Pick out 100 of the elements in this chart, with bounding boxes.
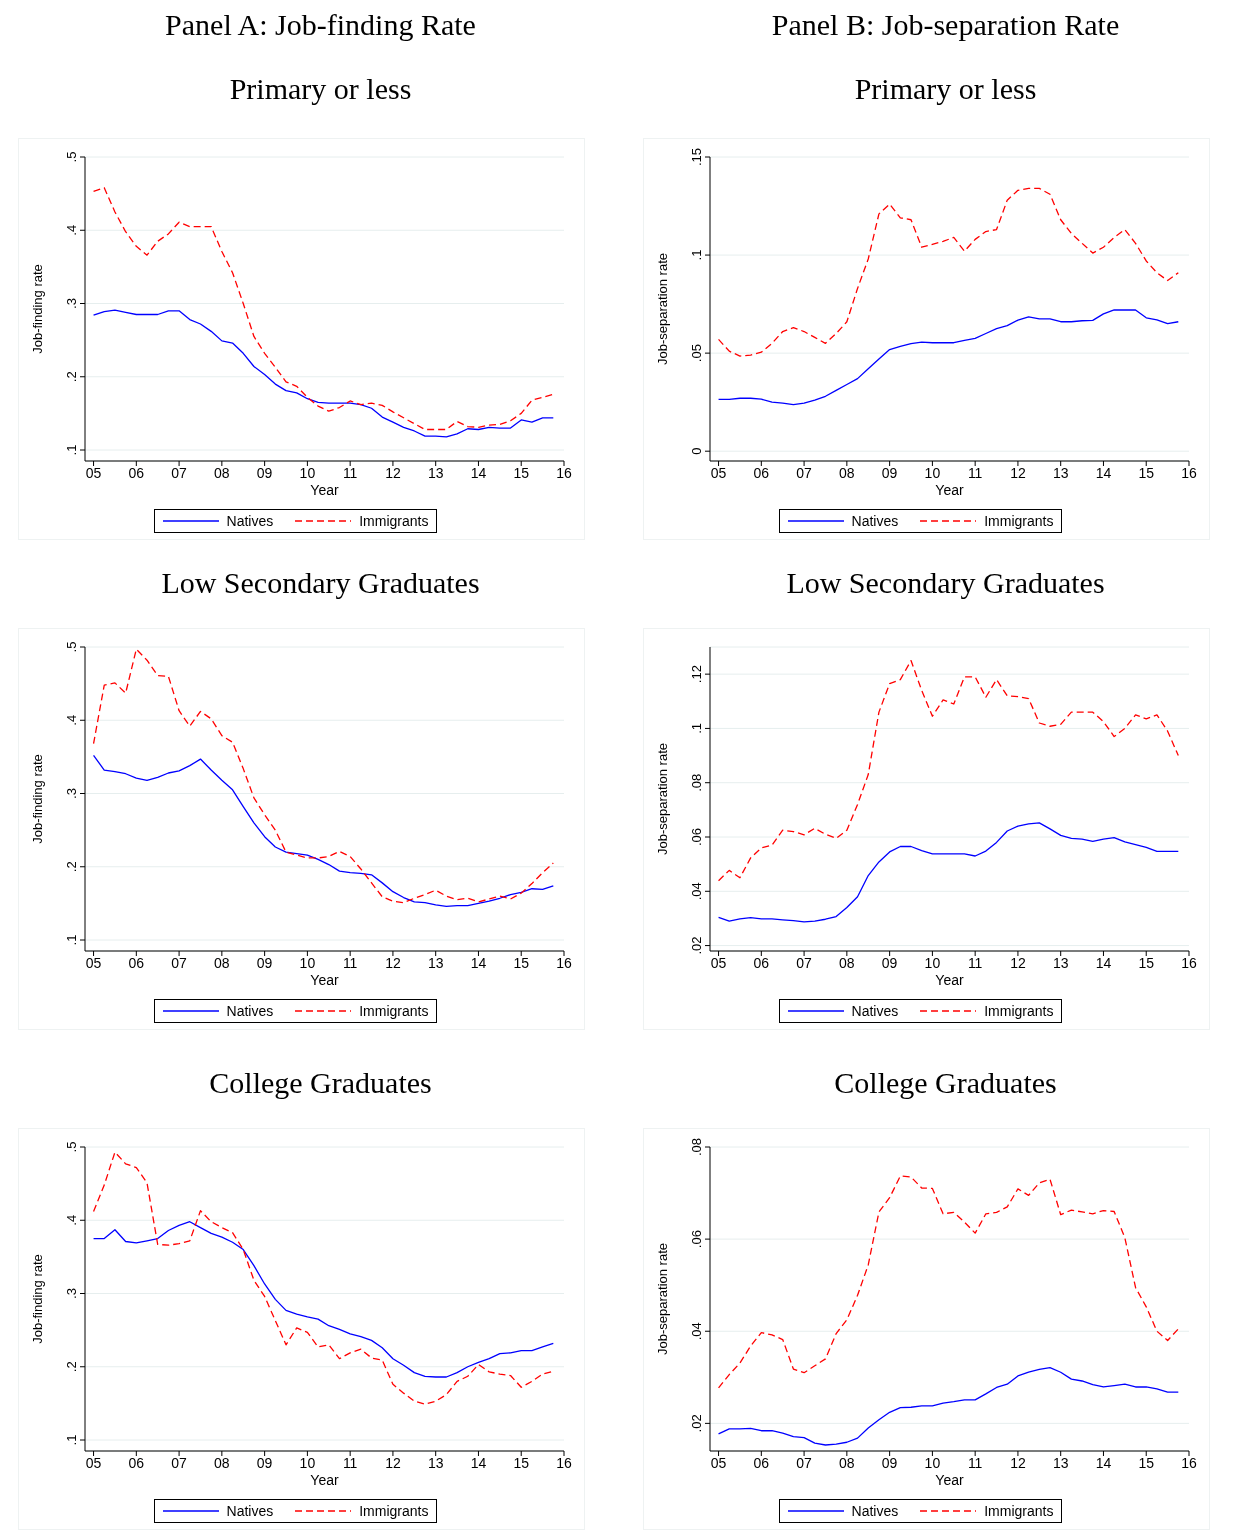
y-tick-label: .5 [64, 641, 79, 653]
y-tick-label: .02 [689, 1414, 704, 1433]
chart-title: College Graduates [833, 1066, 1058, 1100]
y-tick-label: .06 [689, 827, 704, 847]
line-series [717, 659, 1179, 882]
x-tick-label: 09 [881, 464, 898, 481]
x-tick-label: 15 [513, 954, 530, 971]
line-series [717, 822, 1179, 923]
x-tick-label: 08 [214, 954, 230, 971]
x-tick-label: 07 [796, 954, 813, 971]
y-tick-label: .1 [64, 444, 79, 456]
x-tick-label: 14 [1095, 1454, 1112, 1471]
chart-subtitle: Primary or less [853, 72, 1038, 106]
x-tick-label: 09 [256, 464, 273, 481]
x-tick-label: 13 [1052, 954, 1069, 971]
x-tick-label: 16 [556, 464, 572, 481]
x-tick-label: 16 [1181, 1454, 1197, 1471]
y-axis-title: Job-finding rate [29, 754, 45, 844]
legend-label: Immigrants [359, 1503, 429, 1519]
x-tick-label: 12 [385, 954, 401, 971]
line-series [92, 648, 554, 904]
x-tick-label: 14 [470, 464, 487, 481]
x-tick-label: 11 [342, 1454, 358, 1471]
x-tick-label: 10 [924, 1454, 941, 1471]
x-axis-title: Year [310, 972, 339, 988]
x-tick-label: 16 [1181, 464, 1197, 481]
y-axis-title: Job-separation rate [654, 742, 670, 856]
x-tick-label: 15 [513, 464, 530, 481]
x-tick-label: 14 [1095, 464, 1112, 481]
x-tick-label: 08 [839, 954, 855, 971]
x-tick-label: 06 [128, 954, 145, 971]
x-tick-label: 12 [1010, 954, 1026, 971]
y-tick-label: .1 [689, 249, 704, 261]
x-tick-label: 12 [1010, 464, 1026, 481]
x-tick-label: 06 [128, 1454, 145, 1471]
y-axis-title: Job-separation rate [654, 252, 670, 366]
x-tick-label: 11 [342, 954, 358, 971]
x-tick-label: 07 [171, 954, 188, 971]
y-tick-label: .3 [64, 298, 79, 309]
x-tick-label: 16 [1181, 954, 1197, 971]
y-tick-label: .12 [689, 665, 704, 684]
y-tick-label: .04 [689, 1322, 704, 1341]
x-tick-label: 05 [710, 1454, 727, 1471]
y-tick-label: .15 [689, 147, 704, 167]
x-tick-label: 11 [967, 954, 983, 971]
x-tick-label: 14 [1095, 954, 1112, 971]
chart-subtitle: Primary or less [228, 72, 413, 106]
legend-label: Immigrants [359, 513, 429, 529]
x-tick-label: 16 [556, 1454, 572, 1471]
x-tick-label: 16 [556, 954, 572, 971]
x-tick-label: 10 [299, 954, 316, 971]
y-tick-label: .04 [689, 882, 704, 901]
x-tick-label: 12 [385, 464, 401, 481]
x-tick-label: 08 [214, 464, 230, 481]
legend-label: Natives [226, 513, 274, 529]
x-tick-label: 13 [1052, 1454, 1069, 1471]
x-tick-label: 14 [470, 1454, 487, 1471]
x-axis-title: Year [310, 1472, 339, 1488]
y-tick-label: .3 [64, 1288, 79, 1299]
legend-label: Natives [851, 1503, 899, 1519]
y-tick-label: .1 [64, 1434, 79, 1446]
x-tick-label: 14 [470, 954, 487, 971]
chart-title: Panel B: Job-separation Rate [770, 8, 1121, 42]
y-tick-label: .06 [689, 1230, 704, 1249]
x-tick-label: 06 [128, 464, 145, 481]
y-tick-label: .2 [64, 371, 79, 383]
legend-label: Immigrants [359, 1003, 429, 1019]
y-tick-label: .5 [64, 1141, 79, 1153]
x-tick-label: 09 [881, 1454, 898, 1471]
line-series [92, 1151, 554, 1405]
line-series [717, 1366, 1179, 1446]
x-tick-label: 11 [967, 1454, 983, 1471]
y-tick-label: .5 [64, 151, 79, 163]
y-tick-label: .05 [689, 344, 704, 363]
x-tick-label: 09 [256, 954, 273, 971]
x-tick-label: 12 [385, 1454, 401, 1471]
y-tick-label: .08 [689, 1137, 704, 1157]
y-tick-label: .1 [64, 934, 79, 946]
y-tick-label: .2 [64, 861, 79, 873]
x-tick-label: 05 [85, 464, 102, 481]
line-series [92, 754, 554, 907]
x-tick-label: 08 [839, 1454, 855, 1471]
x-tick-label: 07 [171, 464, 188, 481]
y-tick-label: .4 [64, 1214, 79, 1226]
x-tick-label: 13 [427, 464, 444, 481]
x-tick-label: 10 [299, 1454, 316, 1471]
x-axis-title: Year [935, 972, 964, 988]
chart-title: Panel A: Job-finding Rate [164, 8, 477, 42]
x-axis-title: Year [935, 1472, 964, 1488]
x-tick-label: 12 [1010, 1454, 1026, 1471]
x-tick-label: 07 [796, 464, 813, 481]
x-tick-label: 15 [513, 1454, 530, 1471]
chart-title: Low Secondary Graduates [785, 566, 1106, 600]
legend-label: Natives [851, 513, 899, 529]
x-tick-label: 13 [427, 1454, 444, 1471]
legend-label: Natives [226, 1003, 274, 1019]
line-series [717, 187, 1179, 357]
legend-label: Natives [851, 1003, 899, 1019]
chart-title: Low Secondary Graduates [160, 566, 481, 600]
y-tick-label: .4 [64, 224, 79, 236]
